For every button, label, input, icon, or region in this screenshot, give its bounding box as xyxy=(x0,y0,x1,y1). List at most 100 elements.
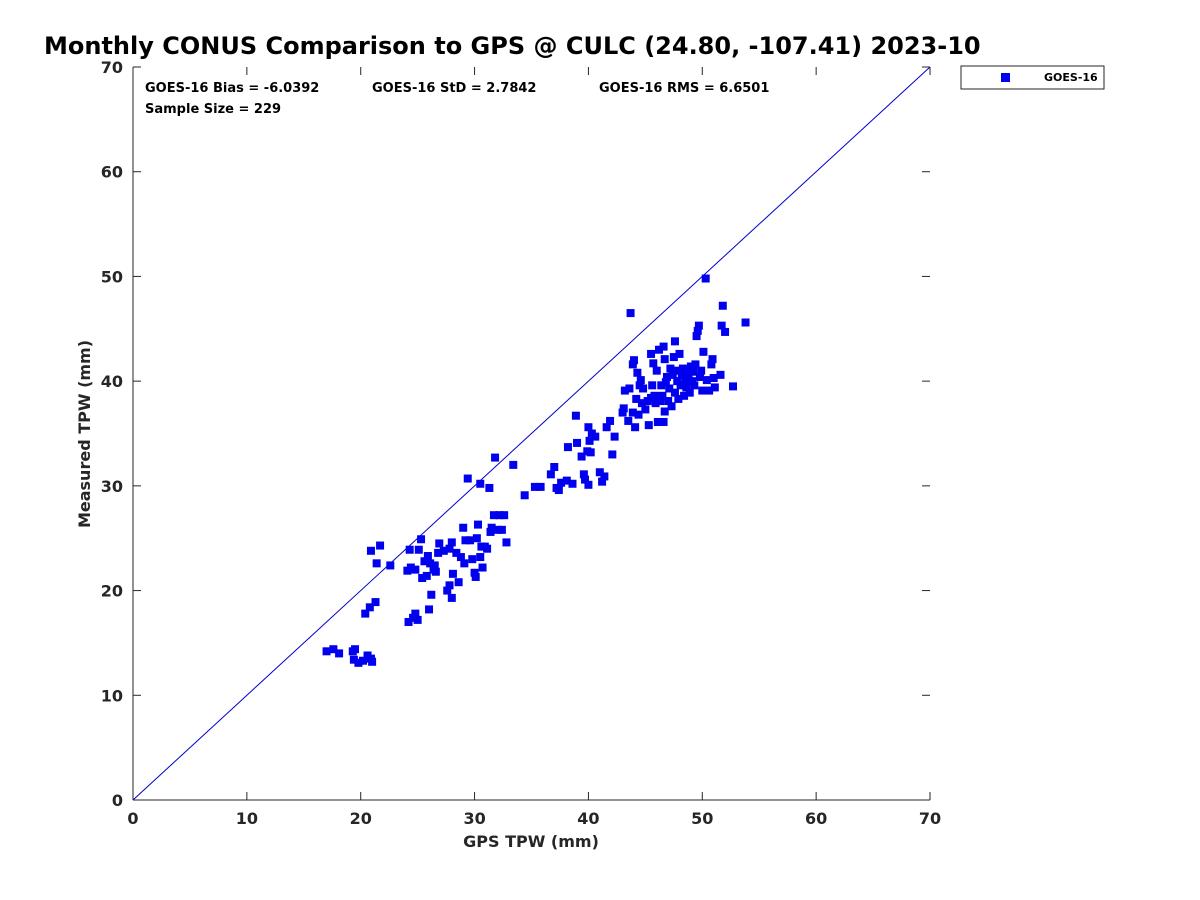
data-point xyxy=(358,656,367,665)
data-point xyxy=(689,367,698,376)
data-point xyxy=(598,477,607,486)
data-point xyxy=(423,552,432,561)
data-point xyxy=(685,388,694,397)
data-point xyxy=(491,453,500,462)
data-point xyxy=(619,404,628,413)
data-point xyxy=(335,649,344,658)
data-point xyxy=(595,468,604,477)
data-point xyxy=(478,563,487,572)
plot-axes xyxy=(132,67,930,801)
data-point xyxy=(434,548,443,557)
data-point xyxy=(624,416,633,425)
data-point xyxy=(372,559,381,568)
data-point xyxy=(683,366,692,375)
data-point xyxy=(690,381,699,390)
data-point xyxy=(557,478,566,487)
data-point xyxy=(554,486,563,495)
data-point xyxy=(502,538,511,547)
x-tick-label: 40 xyxy=(577,809,599,828)
data-point xyxy=(354,658,363,667)
data-point xyxy=(562,476,571,485)
data-point xyxy=(581,475,590,484)
data-point xyxy=(698,386,707,395)
data-point xyxy=(571,411,580,420)
y-tick-label: 30 xyxy=(101,477,123,496)
data-point xyxy=(693,326,702,335)
data-point xyxy=(632,394,641,403)
data-point xyxy=(697,366,706,375)
data-point xyxy=(591,432,600,441)
data-point xyxy=(472,534,481,543)
y-axis-label: Measured TPW (mm) xyxy=(75,340,94,528)
data-point xyxy=(657,381,666,390)
data-point xyxy=(649,359,658,368)
data-point xyxy=(461,536,470,545)
data-point xyxy=(721,327,730,336)
data-point xyxy=(351,645,360,654)
data-point xyxy=(447,538,456,547)
data-point xyxy=(473,520,482,529)
data-point xyxy=(497,525,506,534)
data-point xyxy=(684,370,693,379)
data-point xyxy=(688,377,697,386)
data-point xyxy=(655,345,664,354)
data-point xyxy=(404,617,413,626)
data-point xyxy=(546,470,555,479)
data-point xyxy=(386,561,395,570)
data-point xyxy=(487,523,496,532)
data-point xyxy=(417,535,426,544)
data-point xyxy=(470,568,479,577)
data-point xyxy=(445,544,454,553)
y-tick-label: 50 xyxy=(101,267,123,286)
stat-bias: GOES-16 Bias = -6.0392 xyxy=(145,81,319,96)
data-point xyxy=(563,443,572,452)
data-point xyxy=(579,470,588,479)
data-point xyxy=(658,391,667,400)
data-point xyxy=(669,353,678,362)
x-tick-label: 20 xyxy=(350,809,372,828)
data-point xyxy=(425,605,434,614)
legend: GOES-16 xyxy=(960,65,1105,90)
data-point xyxy=(406,563,415,572)
data-point xyxy=(606,416,615,425)
data-point xyxy=(647,349,656,358)
data-point xyxy=(667,402,676,411)
data-point xyxy=(430,561,439,570)
data-point xyxy=(662,372,671,381)
data-point xyxy=(652,366,661,375)
data-point xyxy=(509,460,518,469)
data-point xyxy=(610,432,619,441)
data-point xyxy=(629,356,638,365)
data-point xyxy=(677,370,686,379)
data-point xyxy=(659,342,668,351)
data-point xyxy=(463,474,472,483)
data-point xyxy=(366,546,375,555)
data-point xyxy=(696,372,705,381)
data-point xyxy=(376,541,385,550)
data-point xyxy=(656,397,665,406)
data-point xyxy=(322,647,331,656)
data-point xyxy=(650,391,659,400)
data-point xyxy=(729,382,738,391)
data-point xyxy=(628,360,637,369)
data-point xyxy=(405,545,414,554)
data-point xyxy=(686,362,695,371)
data-point xyxy=(447,593,456,602)
data-point xyxy=(466,536,475,545)
data-point xyxy=(361,609,370,618)
data-point xyxy=(636,376,645,385)
data-point xyxy=(459,523,468,532)
data-point xyxy=(676,381,685,390)
x-tick-label: 0 xyxy=(127,809,138,828)
data-point xyxy=(661,378,670,387)
data-point xyxy=(670,337,679,346)
data-point xyxy=(641,405,650,414)
data-point xyxy=(427,590,436,599)
data-point xyxy=(648,381,657,390)
data-point xyxy=(584,480,593,489)
data-point xyxy=(329,645,338,654)
data-point xyxy=(631,423,640,432)
data-point xyxy=(665,384,674,393)
data-point xyxy=(670,388,679,397)
